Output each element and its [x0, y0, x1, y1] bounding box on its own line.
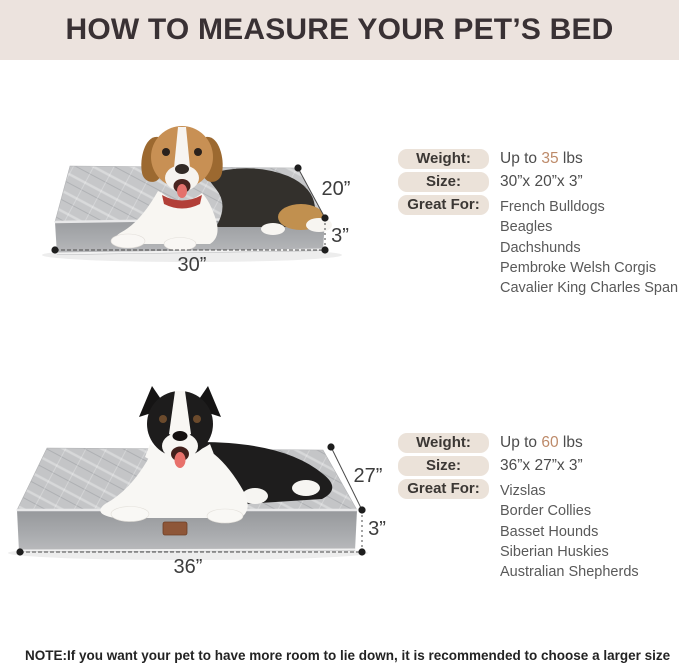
breed-item: Australian Shepherds [500, 564, 639, 581]
breed-item: Siberian Huskies [500, 543, 609, 560]
collar [162, 195, 202, 209]
spec-block-small: Weight: Up to 35 lbs Size: 30”x 20”x 3” … [398, 149, 679, 301]
measurement-lines-small [55, 167, 326, 251]
weight-number: 35 [541, 150, 559, 167]
bottom-note: NOTE:If you want your pet to have more r… [25, 648, 671, 663]
size-label-pill: Size: [398, 456, 489, 476]
weight-value: Up to 60 lbs [500, 433, 583, 452]
nose [175, 164, 189, 174]
page-title: HOW TO MEASURE YOUR PET’S BED [65, 13, 614, 46]
weight-value: Up to 35 lbs [500, 149, 583, 168]
measurement-dots-small [51, 164, 329, 254]
breed-item: Dachshunds [500, 239, 581, 256]
brand-tag [162, 521, 188, 536]
weight-row: Weight: Up to 35 lbs [398, 149, 679, 169]
weight-suffix: lbs [558, 150, 583, 167]
size-row: Size: 36”x 27”x 3” [398, 456, 679, 476]
depth-line [330, 446, 363, 511]
breed-item: Cavalier King Charles Spaniels [500, 280, 679, 297]
breed-item: Border Collies [500, 503, 592, 520]
breed-list: Vizslas Border Collies Basset Hounds Sib… [500, 479, 639, 582]
piping-bottom [18, 548, 356, 552]
depth-measure-label: 20” [322, 178, 351, 200]
weight-suffix: lbs [558, 434, 583, 451]
weight-prefix: Up to [500, 434, 542, 451]
size-row: Size: 30”x 20”x 3” [398, 172, 679, 192]
beagle-illustration [110, 126, 332, 251]
breed-item: Pembroke Welsh Corgis [500, 259, 657, 276]
weight-row: Weight: Up to 60 lbs [398, 433, 679, 453]
breed-item: Beagles [500, 219, 553, 236]
measurement-lines-large [20, 446, 363, 553]
breed-item: French Bulldogs [500, 199, 605, 215]
size-value: 36”x 27”x 3” [500, 457, 583, 474]
great-for-label-pill: Great For: [398, 479, 489, 499]
breed-list: French Bulldogs Beagles Dachshunds Pembr… [500, 195, 679, 298]
size-value: 30”x 20”x 3” [500, 173, 583, 190]
measurement-dots-large [16, 443, 366, 556]
border-collie-illustration [100, 386, 333, 524]
tongue [177, 184, 187, 198]
large-bed-illustration: 27” 3” 36” [8, 386, 386, 578]
width-measure-label: 30” [178, 254, 207, 276]
width-measure-label: 36” [174, 556, 203, 578]
height-measure-label: 3” [331, 225, 349, 247]
weight-label-pill: Weight: [398, 149, 489, 169]
nose [172, 431, 188, 441]
depth-measure-label: 27” [354, 465, 383, 487]
weight-label-pill: Weight: [398, 433, 489, 453]
weight-prefix: Up to [500, 150, 542, 167]
great-for-row: Great For: French Bulldogs Beagles Dachs… [398, 195, 679, 298]
header-band: HOW TO MEASURE YOUR PET’S BED [0, 0, 679, 60]
weight-number: 60 [541, 434, 559, 451]
spec-block-large: Weight: Up to 60 lbs Size: 36”x 27”x 3” … [398, 433, 679, 585]
breed-item: Basset Hounds [500, 523, 599, 540]
great-for-label-pill: Great For: [398, 195, 489, 215]
height-measure-label: 3” [368, 518, 386, 540]
breed-item: Vizslas [500, 483, 546, 499]
size-label-pill: Size: [398, 172, 489, 192]
depth-line [297, 167, 326, 219]
small-bed-illustration: 20” 3” 30” [42, 126, 351, 276]
great-for-row: Great For: Vizslas Border Collies Basset… [398, 479, 679, 582]
tongue [174, 452, 186, 468]
